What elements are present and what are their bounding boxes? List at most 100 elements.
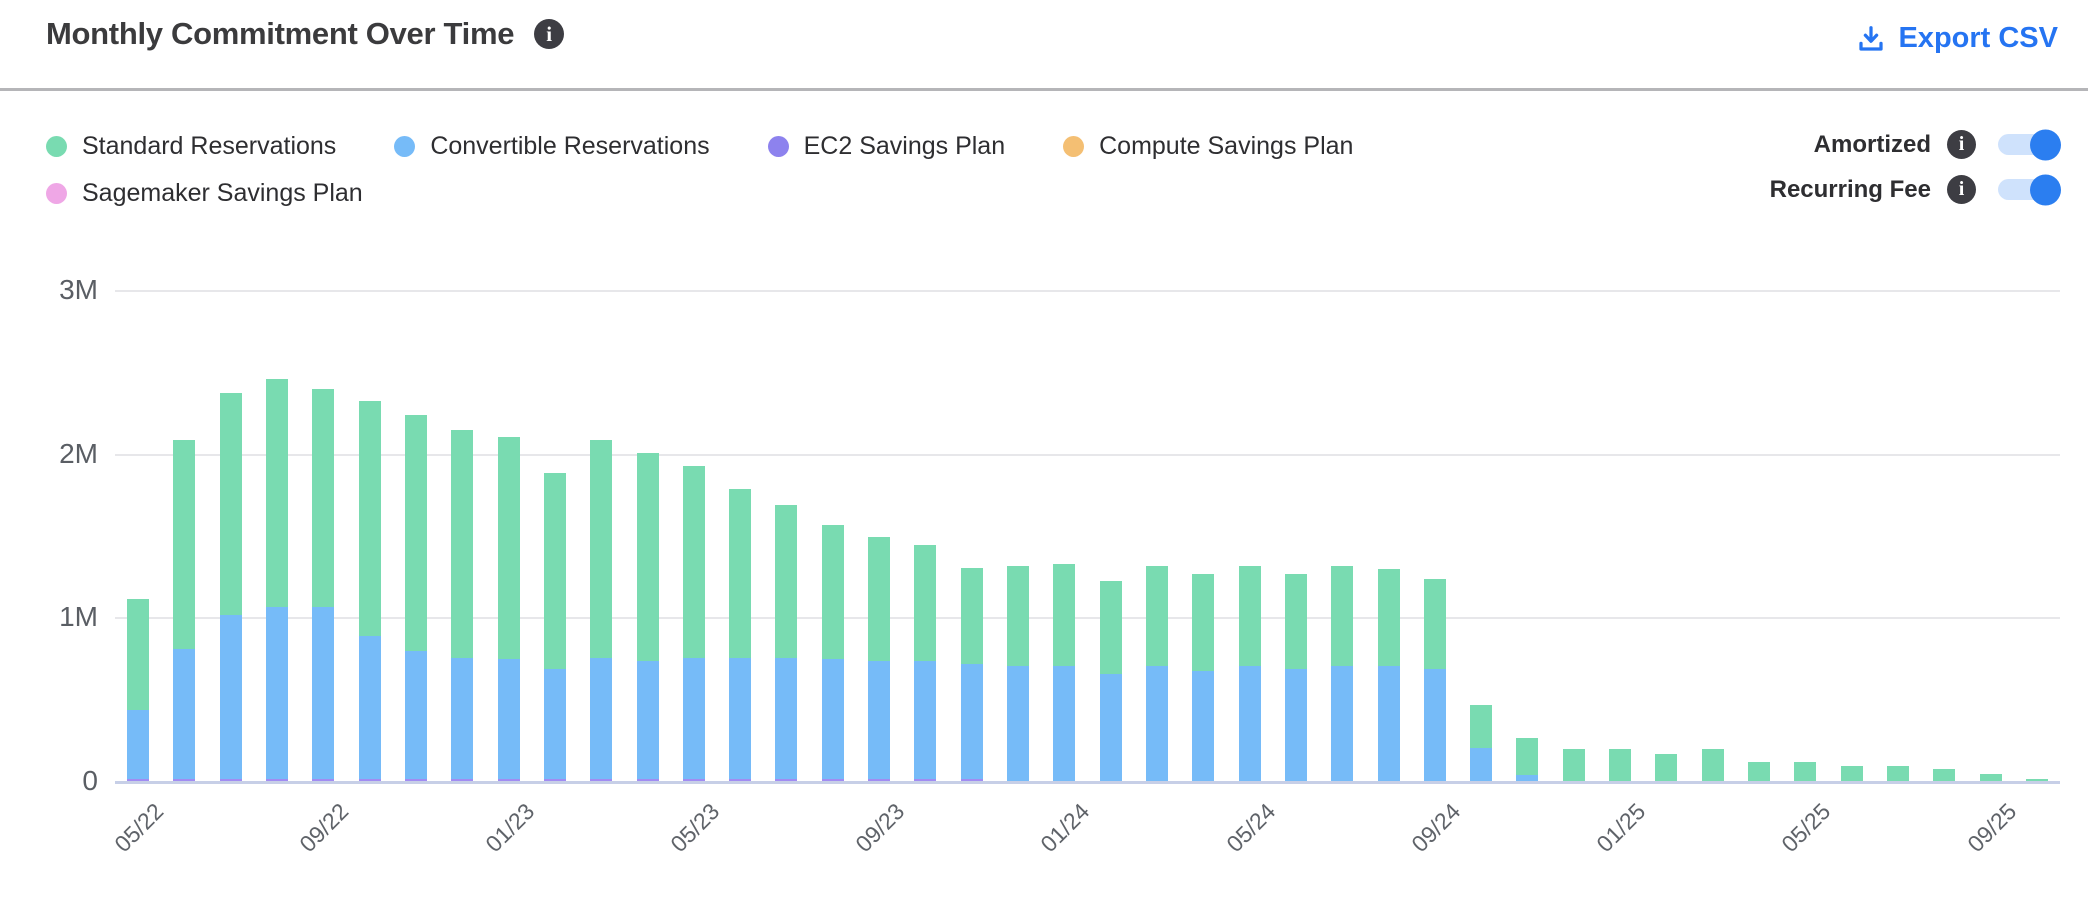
bar-segment-standard-reservations bbox=[173, 439, 196, 650]
bar-01-24[interactable] bbox=[1053, 564, 1076, 782]
bar-06-24[interactable] bbox=[1284, 574, 1307, 782]
bar-11-22[interactable] bbox=[405, 415, 427, 782]
bar-09-23[interactable] bbox=[868, 536, 891, 782]
bar-09-25[interactable] bbox=[1979, 773, 2002, 782]
legend-dot-icon bbox=[46, 136, 67, 157]
recurring-fee-info-icon[interactable] bbox=[1947, 175, 1976, 204]
bar-07-23[interactable] bbox=[775, 505, 798, 782]
bar-05-22[interactable] bbox=[127, 598, 150, 782]
title-info-icon[interactable] bbox=[534, 19, 565, 49]
amortized-toggle[interactable] bbox=[1998, 129, 2061, 160]
bar-02-25[interactable] bbox=[1655, 754, 1678, 782]
bar-10-23[interactable] bbox=[914, 544, 937, 782]
x-axis-line bbox=[115, 781, 2060, 784]
bar-segment-ec2-savings-plan bbox=[266, 778, 289, 782]
bar-10-22[interactable] bbox=[358, 400, 381, 782]
y-axis-tick-label: 3M bbox=[59, 274, 98, 305]
bar-segment-standard-reservations bbox=[497, 436, 520, 660]
bar-06-25[interactable] bbox=[1840, 765, 1863, 782]
bar-02-24[interactable] bbox=[1099, 580, 1122, 782]
bar-segment-standard-reservations bbox=[914, 544, 937, 661]
bar-segment-standard-reservations bbox=[1933, 768, 1956, 782]
bar-segment-standard-reservations bbox=[1053, 564, 1076, 666]
toggle-row-recurring-fee: Recurring Fee bbox=[1770, 174, 2061, 205]
bar-segment-standard-reservations bbox=[1655, 754, 1678, 782]
legend-label: Convertible Reservations bbox=[430, 132, 710, 160]
bar-07-22[interactable] bbox=[219, 392, 242, 782]
bar-11-24[interactable] bbox=[1516, 737, 1539, 782]
bar-segment-standard-reservations bbox=[1007, 565, 1030, 666]
bar-segment-ec2-savings-plan bbox=[497, 778, 520, 782]
legend-dot-icon bbox=[394, 136, 416, 157]
bar-segment-standard-reservations bbox=[405, 415, 427, 652]
x-axis-tick-label: 01/24 bbox=[1035, 798, 1095, 858]
bar-06-22[interactable] bbox=[173, 439, 196, 782]
bar-segment-ec2-savings-plan bbox=[682, 778, 705, 782]
gridline bbox=[115, 453, 2060, 456]
bar-segment-ec2-savings-plan bbox=[775, 778, 798, 782]
legend-item-ec2-savings-plan[interactable]: EC2 Savings Plan bbox=[767, 132, 1005, 161]
bar-segment-convertible-reservations bbox=[497, 659, 520, 779]
bar-11-23[interactable] bbox=[960, 567, 983, 782]
bar-segment-ec2-savings-plan bbox=[127, 778, 150, 782]
bar-08-24[interactable] bbox=[1377, 569, 1400, 782]
bar-12-22[interactable] bbox=[451, 430, 474, 782]
bar-08-25[interactable] bbox=[1933, 768, 1956, 782]
legend-label: Compute Savings Plan bbox=[1099, 132, 1354, 160]
bar-segment-ec2-savings-plan bbox=[914, 778, 937, 782]
chart-toggles: Amortized Recurring Fee bbox=[1770, 129, 2061, 205]
bar-04-23[interactable] bbox=[636, 453, 659, 782]
bar-12-24[interactable] bbox=[1562, 749, 1585, 782]
bar-01-23[interactable] bbox=[497, 436, 520, 782]
bar-segment-ec2-savings-plan bbox=[821, 778, 844, 782]
bar-07-24[interactable] bbox=[1331, 565, 1354, 782]
bar-segment-convertible-reservations bbox=[1470, 747, 1493, 782]
amortized-info-icon[interactable] bbox=[1947, 130, 1976, 159]
bar-segment-standard-reservations bbox=[266, 379, 289, 607]
bar-10-24[interactable] bbox=[1470, 705, 1493, 782]
bar-03-24[interactable] bbox=[1145, 565, 1168, 782]
bar-segment-standard-reservations bbox=[1840, 765, 1863, 782]
bar-09-22[interactable] bbox=[312, 389, 335, 782]
bar-segment-convertible-reservations bbox=[1423, 669, 1446, 782]
export-csv-link[interactable]: Export CSV bbox=[1856, 22, 2058, 55]
bar-segment-convertible-reservations bbox=[543, 669, 566, 779]
bar-05-25[interactable] bbox=[1794, 762, 1817, 782]
legend-item-sagemaker-savings-plan[interactable]: Sagemaker Savings Plan bbox=[46, 179, 363, 208]
bar-segment-standard-reservations bbox=[451, 430, 474, 658]
bar-09-24[interactable] bbox=[1423, 579, 1446, 782]
bar-segment-ec2-savings-plan bbox=[729, 778, 752, 782]
bar-segment-standard-reservations bbox=[682, 466, 705, 658]
bar-segment-convertible-reservations bbox=[266, 606, 289, 779]
bar-12-23[interactable] bbox=[1007, 565, 1030, 782]
bar-04-24[interactable] bbox=[1192, 574, 1215, 782]
recurring-fee-toggle[interactable] bbox=[1998, 174, 2061, 205]
legend-label: Sagemaker Savings Plan bbox=[82, 179, 363, 207]
y-axis-tick-label: 1M bbox=[59, 601, 98, 633]
bar-05-24[interactable] bbox=[1238, 565, 1261, 782]
bar-01-25[interactable] bbox=[1609, 749, 1632, 782]
bar-segment-standard-reservations bbox=[1794, 762, 1817, 782]
bar-segment-convertible-reservations bbox=[1516, 775, 1539, 782]
bar-03-25[interactable] bbox=[1701, 749, 1724, 782]
bar-08-23[interactable] bbox=[821, 525, 844, 782]
legend-item-standard-reservations[interactable]: Standard Reservations bbox=[46, 132, 336, 161]
bar-06-23[interactable] bbox=[729, 489, 752, 782]
bar-03-23[interactable] bbox=[590, 439, 613, 782]
bar-segment-ec2-savings-plan bbox=[590, 778, 613, 782]
legend-item-compute-savings-plan[interactable]: Compute Savings Plan bbox=[1063, 132, 1353, 161]
bar-08-22[interactable] bbox=[266, 379, 289, 782]
bar-segment-convertible-reservations bbox=[127, 710, 150, 779]
bar-10-25[interactable] bbox=[2025, 778, 2048, 782]
bar-segment-standard-reservations bbox=[1377, 569, 1400, 666]
bar-02-23[interactable] bbox=[543, 472, 566, 782]
bar-07-25[interactable] bbox=[1886, 765, 1909, 782]
bar-04-25[interactable] bbox=[1747, 762, 1770, 782]
bar-segment-standard-reservations bbox=[636, 453, 659, 661]
toggle-label: Amortized bbox=[1813, 130, 1931, 158]
legend-item-convertible-reservations[interactable]: Convertible Reservations bbox=[394, 132, 710, 161]
bar-segment-convertible-reservations bbox=[1099, 673, 1122, 782]
bar-segment-standard-reservations bbox=[960, 567, 983, 665]
bar-05-23[interactable] bbox=[682, 466, 705, 782]
